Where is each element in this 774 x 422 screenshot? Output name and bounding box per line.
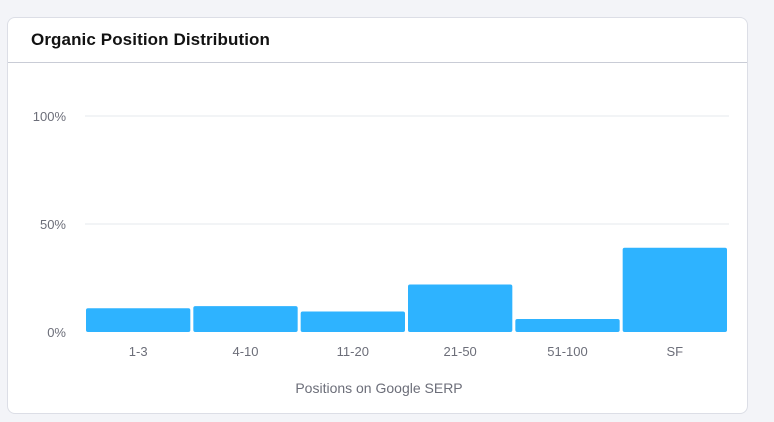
x-tick-label: 11-20 (337, 344, 369, 359)
y-tick-label: 100% (33, 109, 67, 124)
bars-layer (86, 247, 727, 332)
bar-4-10[interactable] (193, 306, 298, 332)
bar-51-100[interactable] (515, 319, 620, 332)
x-axis-ticks: 1-3 4-10 11-20 21-50 51-100 SF (129, 344, 683, 359)
y-tick-label: 0% (47, 325, 66, 340)
x-tick-label: 21-50 (444, 344, 477, 359)
position-distribution-chart: 0% 50% 100% 1-3 4-10 11-20 21-50 51-100 SF Po… (33, 109, 729, 396)
bar-1-3[interactable] (86, 308, 191, 332)
chart-area: 0% 50% 100% 1-3 4-10 11-20 21-50 51-100 SF Po… (8, 63, 747, 413)
card-header: Organic Position Distribution (8, 18, 747, 63)
position-distribution-card: Organic Position Distribution 0% 50% 100… (7, 17, 748, 414)
x-tick-label: 4-10 (232, 344, 258, 359)
grid-layer (85, 115, 729, 225)
x-tick-label: 51-100 (547, 344, 587, 359)
x-tick-label: 1-3 (129, 344, 148, 359)
bar-11-20[interactable] (300, 311, 405, 332)
x-tick-label: SF (667, 344, 684, 359)
y-axis-ticks: 0% 50% 100% (33, 109, 67, 340)
card-title: Organic Position Distribution (31, 30, 271, 49)
y-tick-label: 50% (40, 217, 66, 232)
bar-sf[interactable] (622, 247, 727, 332)
x-axis-title: Positions on Google SERP (295, 380, 462, 396)
bar-21-50[interactable] (408, 284, 513, 332)
